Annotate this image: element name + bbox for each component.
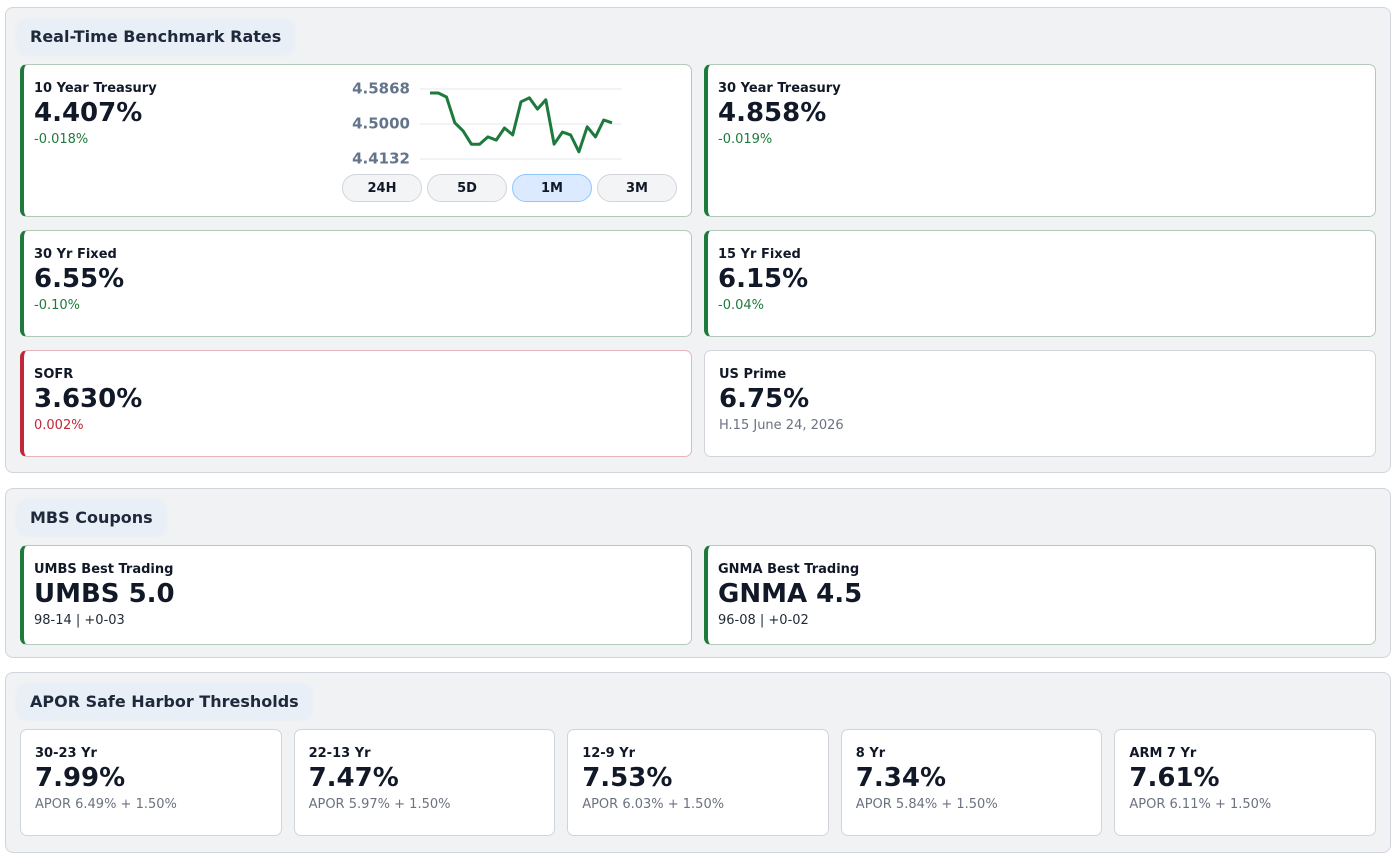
card-label: 22-13 Yr xyxy=(308,746,371,761)
card-label: US Prime xyxy=(719,367,787,382)
range-button[interactable]: 5D xyxy=(427,174,507,202)
card-grid: UMBS Best Trading UMBS 5.0 98-14 | +0-03 GN… xyxy=(20,545,1376,645)
card-value: GNMA 4.5 xyxy=(718,579,863,609)
card-label: UMBS Best Trading xyxy=(34,562,174,577)
rate-card: ARM 7 Yr 7.61% APOR 6.11% + 1.50% xyxy=(1114,729,1376,836)
card-label: 8 Yr xyxy=(855,746,886,761)
rate-card: 15 Yr Fixed 6.15% -0.04% xyxy=(704,230,1376,337)
rate-card: 10 Year Treasury 4.407% -0.018% 4.4132 4.500… xyxy=(20,64,692,217)
rate-card: 12-9 Yr 7.53% APOR 6.03% + 1.50% xyxy=(567,729,829,836)
card-value: 6.55% xyxy=(34,264,125,294)
card-note: -0.018% xyxy=(34,132,89,147)
card-note: 96-08 | +0-02 xyxy=(718,613,809,628)
card-label: 15 Yr Fixed xyxy=(718,247,801,262)
rate-card: GNMA Best Trading GNMA 4.5 96-08 | +0-02 xyxy=(704,545,1376,645)
section: APOR Safe Harbor Thresholds 30-23 Yr 7.99%… xyxy=(5,672,1391,853)
rate-card: SOFR 3.630% 0.002% xyxy=(20,350,692,457)
rate-card: 30 Yr Fixed 6.55% -0.10% xyxy=(20,230,692,337)
rate-card: UMBS Best Trading UMBS 5.0 98-14 | +0-03 xyxy=(20,545,692,645)
card-label: 12-9 Yr xyxy=(582,746,636,761)
card-value: 6.75% xyxy=(719,384,810,414)
card-note: APOR 5.97% + 1.50% xyxy=(308,797,451,812)
card-note: APOR 6.03% + 1.50% xyxy=(582,797,725,812)
card-label: SOFR xyxy=(34,367,74,382)
y-tick-label: 4.5000 xyxy=(352,115,410,133)
card-grid: 10 Year Treasury 4.407% -0.018% 4.4132 4.500… xyxy=(20,64,1376,457)
card-note: APOR 6.49% + 1.50% xyxy=(35,797,177,812)
range-button[interactable]: 24H xyxy=(342,174,422,202)
card-note: -0.04% xyxy=(718,298,764,313)
card-note: -0.019% xyxy=(718,132,773,147)
range-selector: 24H 5D 1M 3M xyxy=(342,174,677,202)
y-tick-label: 4.4132 xyxy=(352,150,410,168)
card-note: APOR 6.11% + 1.50% xyxy=(1129,797,1272,812)
card-label: 30 Year Treasury xyxy=(718,81,841,96)
card-note: -0.10% xyxy=(34,298,80,313)
card-value: 7.34% xyxy=(855,763,946,793)
card-label: 30 Yr Fixed xyxy=(34,247,117,262)
card-value: 4.858% xyxy=(718,98,827,128)
card-value: 6.15% xyxy=(718,264,809,294)
rate-card: 8 Yr 7.34% APOR 5.84% + 1.50% xyxy=(840,729,1103,836)
card-value: 7.47% xyxy=(308,763,399,793)
rate-card: US Prime 6.75% H.15 June 24, 2026 xyxy=(704,350,1376,457)
card-value: 4.407% xyxy=(34,98,143,128)
section: Real-Time Benchmark Rates 10 Year Treasur… xyxy=(5,7,1391,473)
card-label: GNMA Best Trading xyxy=(718,562,860,577)
card-grid: 30-23 Yr 7.99% APOR 6.49% + 1.50% 22-13 Yr 7… xyxy=(20,729,1376,836)
section-title: APOR Safe Harbor Thresholds xyxy=(18,685,311,719)
card-note: 98-14 | +0-03 xyxy=(34,613,125,628)
card-note: APOR 5.84% + 1.50% xyxy=(855,797,998,812)
y-tick-label: 4.5868 xyxy=(352,80,410,98)
rate-card: 30-23 Yr 7.99% APOR 6.49% + 1.50% xyxy=(20,729,282,836)
section-title: Real-Time Benchmark Rates xyxy=(18,20,294,54)
card-note: H.15 June 24, 2026 xyxy=(719,418,844,433)
card-value: 3.630% xyxy=(34,384,143,414)
card-label: 30-23 Yr xyxy=(35,746,97,761)
range-button[interactable]: 1M xyxy=(512,174,592,202)
rate-card: 30 Year Treasury 4.858% -0.019% xyxy=(704,64,1376,217)
card-value: UMBS 5.0 xyxy=(34,579,175,609)
sparkline-line xyxy=(430,91,613,154)
range-button[interactable]: 3M xyxy=(597,174,677,202)
sparkline: 4.4132 4.5000 4.5868 xyxy=(352,80,622,168)
card-label: ARM 7 Yr xyxy=(1129,746,1197,761)
section-title: MBS Coupons xyxy=(18,501,165,535)
card-value: 7.61% xyxy=(1129,763,1220,793)
card-label: 10 Year Treasury xyxy=(34,81,157,96)
section: MBS Coupons UMBS Best Trading UMBS 5.0 98-1… xyxy=(5,488,1391,658)
rate-card: 22-13 Yr 7.47% APOR 5.97% + 1.50% xyxy=(293,729,556,836)
card-note: 0.002% xyxy=(34,418,84,433)
card-value: 7.53% xyxy=(582,763,673,793)
card-value: 7.99% xyxy=(35,763,126,793)
